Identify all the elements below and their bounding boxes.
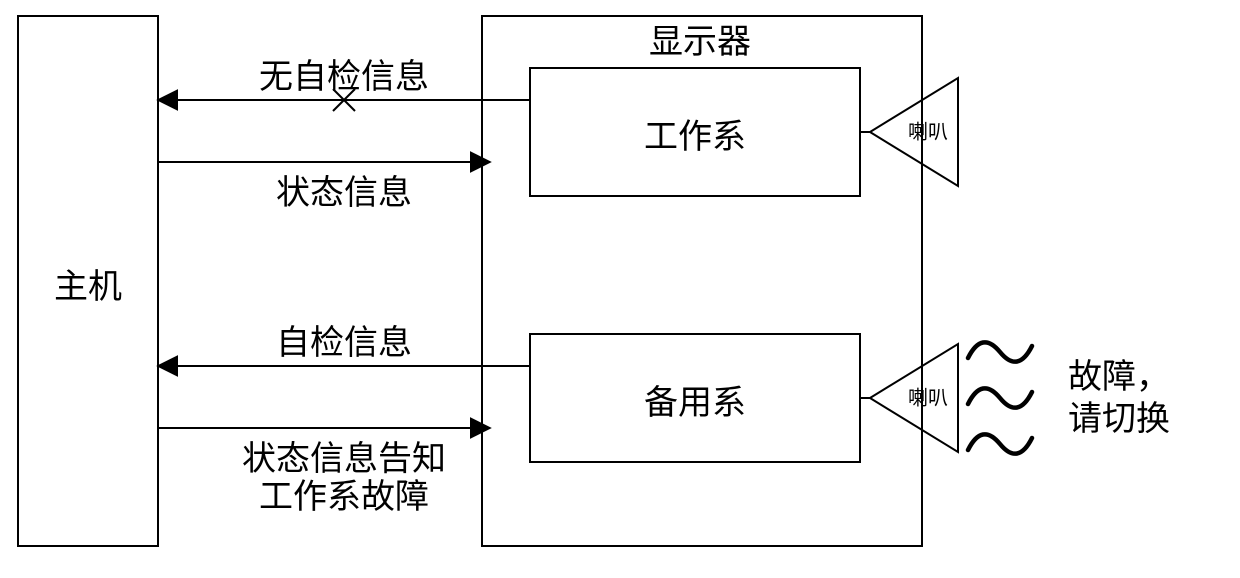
label-selfcheck: 自检信息 <box>276 324 412 362</box>
label-status-1: 状态信息 <box>276 174 412 212</box>
label-status-2b: 工作系故障 <box>259 478 429 516</box>
alert-text-line2: 请切换 <box>1068 400 1170 438</box>
display-label: 显示器 <box>649 24 751 61</box>
sound-wave-icon <box>968 434 1032 453</box>
label-no-selfcheck: 无自检信息 <box>259 58 429 96</box>
label-status-2a: 状态信息告知 <box>242 440 446 478</box>
alert-text-line1: 故障， <box>1068 358 1170 396</box>
host-label: 主机 <box>54 268 122 306</box>
speaker-bottom-icon-label: 喇叭 <box>908 387 948 410</box>
sound-wave-icon <box>968 388 1032 407</box>
speaker-top-icon-label: 喇叭 <box>908 121 948 144</box>
backup-label: 备用系 <box>644 384 746 422</box>
work-label: 工作系 <box>644 119 746 156</box>
sound-wave-icon <box>968 342 1032 361</box>
display-box <box>482 16 922 546</box>
